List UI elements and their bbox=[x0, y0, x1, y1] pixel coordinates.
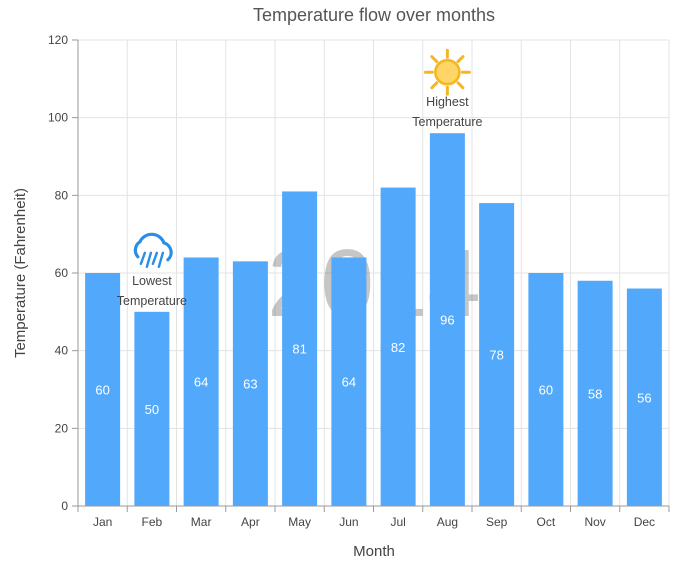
x-tick-label: Mar bbox=[191, 515, 212, 529]
rain-cloud-icon bbox=[133, 232, 173, 269]
data-label: 60 bbox=[539, 383, 553, 398]
annotation-label: Temperature bbox=[412, 115, 482, 129]
x-tick-label: Aug bbox=[437, 515, 458, 529]
bar[interactable] bbox=[528, 273, 564, 506]
grid-lines bbox=[78, 39, 670, 506]
annotation-label: Highest bbox=[426, 95, 469, 109]
bar[interactable] bbox=[479, 203, 515, 506]
axes: 0 20 40 60 80 100 120 Jan Feb Mar Apr May Jun Jul Aug S… bbox=[48, 33, 670, 529]
y-tick-label: 80 bbox=[55, 188, 69, 202]
chart-title: Temperature flow over months bbox=[253, 5, 495, 25]
data-label: 64 bbox=[194, 375, 208, 390]
bar[interactable] bbox=[232, 261, 268, 506]
bar[interactable] bbox=[577, 280, 613, 506]
bar-series: 60 50 64 63 81 64 82 96 78 60 58 56 bbox=[85, 133, 662, 507]
bar[interactable] bbox=[282, 191, 318, 506]
x-tick-label: Jun bbox=[339, 515, 358, 529]
x-tick-label: Apr bbox=[241, 515, 260, 529]
x-tick-label: Dec bbox=[634, 515, 655, 529]
data-label: 78 bbox=[489, 348, 503, 363]
x-tick-label: Jul bbox=[390, 515, 405, 529]
x-tick-label: May bbox=[288, 515, 311, 529]
y-tick-label: 120 bbox=[48, 33, 68, 47]
x-tick-label: Sep bbox=[486, 515, 508, 529]
annotation-label: Lowest bbox=[132, 274, 172, 288]
x-tick-label: Nov bbox=[584, 515, 605, 529]
bar[interactable] bbox=[380, 187, 416, 507]
y-axis-title: Temperature (Fahrenheit) bbox=[12, 188, 29, 358]
x-tick-label: Jan bbox=[93, 515, 112, 529]
annotations: Lowest Temperature Highest Temperature bbox=[117, 48, 483, 308]
data-label: 60 bbox=[95, 383, 109, 398]
data-label: 96 bbox=[440, 313, 454, 328]
data-label: 63 bbox=[243, 377, 257, 392]
data-label: 82 bbox=[391, 340, 405, 355]
y-tick-label: 20 bbox=[55, 421, 69, 435]
bar[interactable] bbox=[626, 288, 662, 506]
data-label: 81 bbox=[292, 342, 306, 357]
bar[interactable] bbox=[85, 273, 121, 506]
data-label: 58 bbox=[588, 386, 602, 401]
bar[interactable] bbox=[331, 257, 367, 506]
y-tick-label: 0 bbox=[61, 499, 68, 513]
annotation-label: Temperature bbox=[117, 294, 187, 308]
data-label: 56 bbox=[637, 390, 651, 405]
data-label: 50 bbox=[145, 402, 159, 417]
x-axis-title: Month bbox=[353, 543, 395, 560]
bar[interactable] bbox=[429, 133, 465, 506]
data-label: 64 bbox=[342, 375, 356, 390]
bar[interactable] bbox=[134, 311, 170, 506]
x-tick-label: Oct bbox=[537, 515, 556, 529]
sun-icon bbox=[423, 48, 471, 96]
y-tick-label: 40 bbox=[55, 344, 69, 358]
x-tick-label: Feb bbox=[142, 515, 163, 529]
bar[interactable] bbox=[183, 257, 219, 506]
y-tick-label: 60 bbox=[55, 266, 69, 280]
y-tick-label: 100 bbox=[48, 111, 68, 125]
